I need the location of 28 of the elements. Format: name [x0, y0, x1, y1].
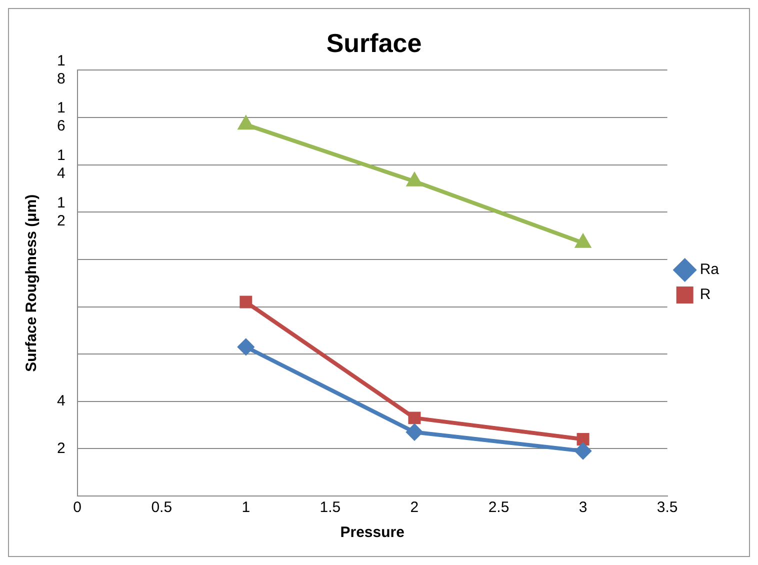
- x-tick-label: 0: [73, 499, 82, 516]
- point: [238, 338, 254, 355]
- point: [575, 443, 592, 460]
- x-tick-label: 2: [410, 499, 419, 516]
- y-axis-title: Surface Roughness (μm): [23, 194, 40, 372]
- point: [576, 432, 590, 446]
- y-tick-label: 18: [57, 52, 66, 88]
- x-tick-label: 2.5: [488, 499, 510, 516]
- point: [408, 412, 421, 424]
- point: [407, 173, 422, 186]
- x-tick-label: 3.5: [656, 499, 678, 516]
- x-tick-label: 1: [242, 499, 250, 516]
- legend-label: Ra: [700, 261, 720, 278]
- point: [240, 296, 252, 308]
- x-tick-label: 3: [578, 499, 588, 516]
- chart-title: Surface: [326, 28, 422, 58]
- point: [406, 424, 422, 440]
- y-tick-label: 16: [57, 100, 66, 135]
- x-axis-title: Pressure: [340, 524, 404, 542]
- point: [238, 116, 254, 130]
- y-tick-label: 4: [57, 392, 66, 410]
- legend-label: R: [700, 286, 711, 304]
- y-tick-label: 2: [57, 440, 66, 457]
- y-tick-label: 12: [57, 194, 66, 230]
- y-tick-label: 14: [57, 146, 66, 182]
- x-tick-label: 1.5: [320, 499, 341, 516]
- x-tick-label: 0.5: [151, 499, 172, 516]
- point: [576, 234, 590, 248]
